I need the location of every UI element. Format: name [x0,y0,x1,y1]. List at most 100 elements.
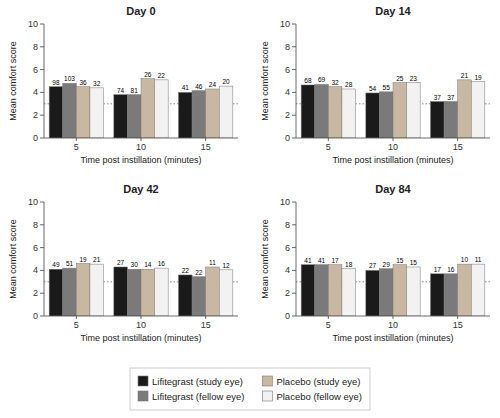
x-axis-label: Time post instillation (minutes) [80,333,201,343]
bar [393,265,407,316]
panel-title: Day 14 [375,5,411,17]
count-label: 41 [304,257,312,264]
y-tick [292,46,296,47]
bar-count-labels: 492722513022191411211612 [52,256,230,276]
y-axis-label: Mean comfort score [260,41,270,121]
count-label: 25 [396,75,404,82]
panel-title: Day 84 [375,183,411,195]
count-label: 14 [144,261,152,268]
count-label: 12 [222,262,230,269]
y-tick-label: 0 [285,133,290,143]
x-tick-label: 5 [74,142,79,152]
panel: Day 002468109874411038146362624322220510… [8,5,238,165]
legend-label: Placebo (study eye) [276,376,360,387]
count-label: 11 [475,256,482,263]
bar [141,79,155,138]
count-label: 41 [318,257,326,264]
chart: Day 002468109874411038146362624322220510… [0,0,500,418]
bar [127,269,141,316]
y-axis-line [44,202,45,316]
x-tick [393,138,394,141]
count-label: 21 [461,72,469,79]
legend: Lifitegrast (study eye) Lifitegrast (fell… [130,368,370,410]
x-tick-label: 15 [453,142,463,152]
y-tick [40,46,44,47]
legend-swatch [262,391,272,401]
legend-item: Placebo (fellow eye) [262,391,362,402]
legend-label: Placebo (fellow eye) [276,391,362,402]
y-tick-label: 10 [28,19,38,29]
x-tick-label: 5 [326,320,331,330]
y-tick-label: 8 [33,220,38,230]
legend-item: Lifitegrast (fellow eye) [138,391,244,402]
y-tick-label: 6 [285,243,290,253]
y-axis-label: Mean comfort score [8,41,18,121]
y-tick [40,92,44,93]
count-label: 51 [66,260,74,267]
x-tick [76,316,77,319]
y-axis-label: Mean comfort score [260,219,270,299]
y-tick [40,24,44,25]
bar [458,264,472,316]
y-tick [292,270,296,271]
x-tick-label: 15 [201,320,211,330]
x-tick-label: 10 [136,142,146,152]
x-tick [457,138,458,141]
count-label: 32 [332,79,340,86]
y-tick [292,69,296,70]
y-tick-label: 4 [285,265,290,275]
y-tick [292,138,296,139]
y-tick [40,69,44,70]
bar [407,83,421,138]
count-label: 30 [131,261,139,268]
legend-item: Placebo (study eye) [262,376,360,387]
y-tick [292,224,296,225]
y-tick-label: 0 [33,133,38,143]
panel: Day 140246810685437695537322521282319510… [260,5,490,165]
plot-area [296,264,490,316]
y-tick-label: 10 [280,197,290,207]
x-axis-label: Time post instillation (minutes) [332,333,453,343]
y-tick-label: 6 [285,65,290,75]
y-tick [40,115,44,116]
bar [141,269,155,316]
panel: Day 420246810492722513022191411211612510… [8,183,238,343]
panel-title: Day 42 [123,183,158,195]
x-tick [393,316,394,319]
bar [315,265,329,316]
count-label: 19 [80,256,88,263]
bar [301,265,315,316]
count-label: 10 [461,256,469,263]
x-tick-label: 15 [453,320,463,330]
bar [366,93,380,138]
x-tick-label: 10 [388,320,398,330]
count-label: 15 [396,257,404,264]
bar-count-labels: 685437695537322521282319 [304,72,482,101]
x-tick [205,316,206,319]
count-label: 11 [209,259,216,266]
y-axis-line [296,24,297,138]
x-axis-label: Time post instillation (minutes) [332,155,453,165]
count-label: 20 [222,78,230,85]
bar [90,264,104,316]
y-tick [40,202,44,203]
count-label: 22 [182,267,190,274]
count-label: 46 [195,83,203,90]
x-tick-label: 10 [136,320,146,330]
y-tick-label: 8 [285,220,290,230]
bar [206,89,220,138]
count-label: 98 [52,79,60,86]
bar [114,95,128,138]
x-tick-label: 5 [74,320,79,330]
legend-label: Lifitegrast (study eye) [152,376,243,387]
bar [179,275,193,316]
x-tick [205,138,206,141]
legend-item: Lifitegrast (study eye) [138,376,243,387]
count-label: 55 [383,84,391,91]
y-tick [292,24,296,25]
count-label: 32 [93,80,101,87]
y-tick-label: 4 [33,265,38,275]
count-label: 27 [117,259,125,266]
bar [393,83,407,138]
y-tick [40,247,44,248]
